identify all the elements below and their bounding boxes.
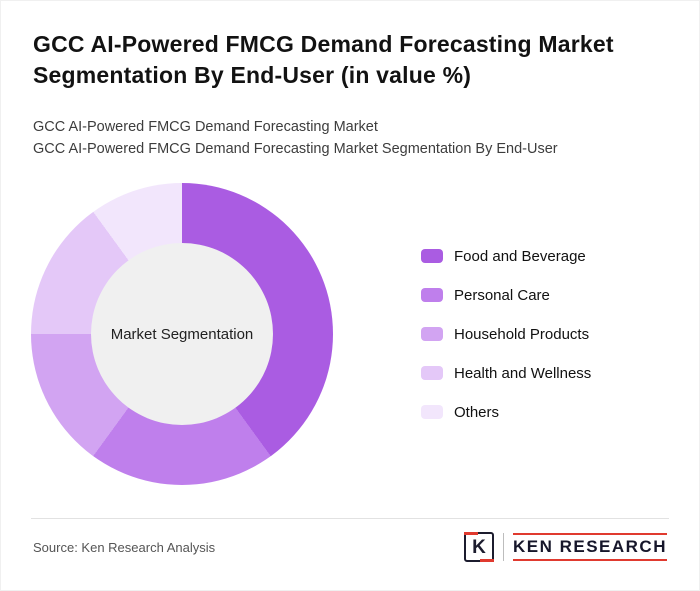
legend-item-food-and-beverage: Food and Beverage [421,247,591,265]
logo-red-accent-top [463,532,478,535]
logo-k-letter: K [472,536,486,558]
legend-swatch-personal-care [421,288,443,302]
legend-item-health-and-wellness: Health and Wellness [421,364,591,382]
logo-line-top [512,533,667,535]
donut-chart: Market Segmentation [31,183,333,485]
legend-swatch-others [421,405,443,419]
logo-red-accent-bottom [479,559,494,562]
legend-label-household-products: Household Products [454,325,590,343]
legend-item-personal-care: Personal Care [421,286,591,304]
subtitle-line-1: GCC AI-Powered FMCG Demand Forecasting M… [33,119,378,135]
legend-item-others: Others [421,403,591,421]
legend-label-health-and-wellness: Health and Wellness [454,364,592,382]
footer-divider [31,518,669,519]
logo-separator [502,533,504,561]
ken-research-logo: K KEN RESEARCH [463,528,667,566]
legend-swatch-food-and-beverage [421,249,443,263]
legend-swatch-household-products [421,327,443,341]
logo-line-bottom [512,559,667,561]
legend-label-others: Others [454,403,500,421]
logo-k-icon: K [463,532,494,562]
logo-text: KEN RESEARCH [512,537,667,556]
chart-legend: Food and Beverage Personal Care Househol… [421,247,591,442]
donut-center: Market Segmentation [91,243,273,425]
donut-center-label: Market Segmentation [110,325,254,343]
page-title: GCC AI-Powered FMCG Demand Forecasting M… [33,31,614,89]
legend-label-food-and-beverage: Food and Beverage [454,247,586,265]
source-text: Source: Ken Research Analysis [33,540,216,555]
legend-swatch-health-and-wellness [421,366,443,380]
legend-item-household-products: Household Products [421,325,591,343]
logo-text-block: KEN RESEARCH [512,533,667,561]
subtitle-line-2: GCC AI-Powered FMCG Demand Forecasting M… [33,141,558,157]
legend-label-personal-care: Personal Care [454,286,550,304]
